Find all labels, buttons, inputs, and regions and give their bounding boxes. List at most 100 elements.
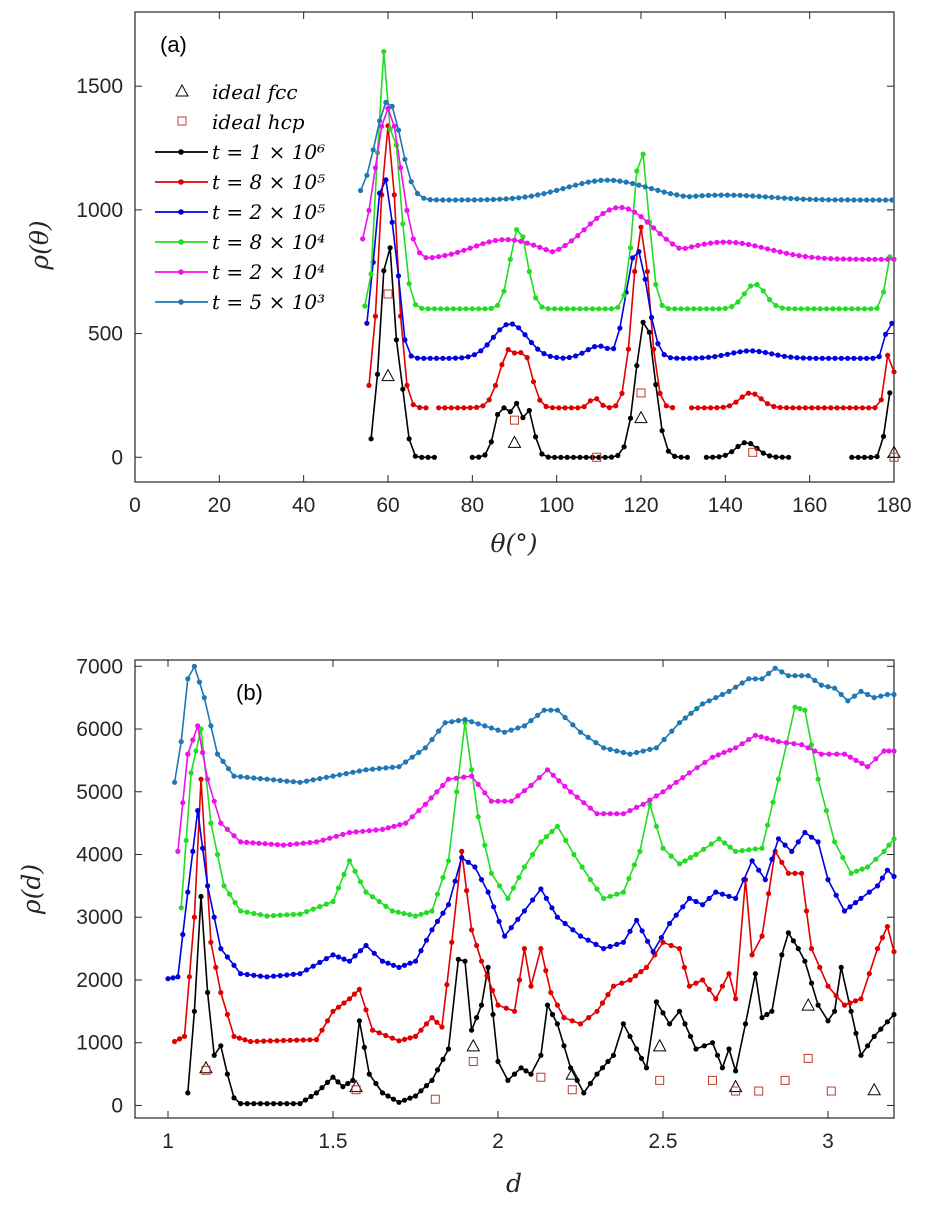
legend-entry-label: ideal fcc (212, 80, 298, 104)
series-a-2-point (642, 276, 648, 282)
series-b-5-point (884, 691, 891, 698)
series-a-4-point (606, 207, 613, 213)
series-b-2-point (290, 971, 296, 977)
series-b-4-point (422, 801, 428, 807)
series-a-1-point (581, 404, 587, 410)
series-a-1-point (802, 405, 809, 411)
series-a-4-point (771, 247, 777, 253)
series-b-2-point (879, 875, 886, 881)
series-b-0-point (549, 1011, 556, 1018)
series-b-5-point (766, 670, 772, 677)
series-b-3-point (764, 822, 771, 828)
series-b-5-point (370, 766, 376, 772)
series-b-1-point (610, 983, 617, 989)
series-b-3-point (727, 844, 733, 850)
series-b-5-point (383, 765, 389, 771)
series-a-1-point (568, 405, 575, 411)
series-a-2-point (364, 320, 370, 326)
ideal-fcc-marker (652, 1038, 667, 1052)
series-b-2-point (530, 897, 536, 903)
series-b-3-point (746, 847, 752, 853)
series-a-3-point (811, 306, 817, 312)
series-a-2-point (743, 348, 750, 354)
series-a-0-point (634, 363, 640, 369)
series-b-3-point (335, 885, 342, 891)
series-a-0-point (874, 453, 880, 460)
series-a-0-point (887, 390, 893, 396)
series-a-4-point (575, 233, 581, 239)
series-b-0-point (350, 1077, 356, 1083)
series-b-5-point (201, 695, 207, 701)
series-a-4-point (733, 240, 739, 246)
series-a-1-point (518, 350, 524, 356)
series-a-4-point (423, 255, 429, 261)
series-b-3-point (407, 912, 413, 918)
series-b-2-point (802, 829, 808, 836)
series-b-5-point (172, 779, 178, 785)
series-b-3-point (554, 823, 561, 829)
series-b-1-point (478, 958, 485, 964)
series-b-3-point (290, 911, 296, 918)
series-a-4-point (499, 237, 505, 243)
series-b-4-point (200, 749, 206, 756)
series-b-3-point (854, 868, 860, 874)
series-b-4-point (601, 811, 607, 817)
series-a-4-point (486, 239, 492, 245)
series-a-4-point (670, 241, 676, 247)
series-b-1-point (825, 983, 831, 989)
series-b-1-point (191, 914, 197, 920)
series-b-5-point (752, 676, 759, 682)
series-a-4-point (410, 236, 416, 242)
series-b-1-point (429, 1015, 435, 1021)
series-b-2-point (257, 973, 263, 979)
series-a-4-point (745, 241, 752, 248)
series-a-4-point (581, 227, 587, 233)
series-b-1-point (267, 1038, 273, 1044)
series-a-2-point (693, 355, 699, 361)
series-b-5-point (700, 701, 706, 707)
series-a-0-point (469, 454, 475, 460)
series-a-0-point (640, 319, 646, 325)
series-b-0-point (319, 1085, 325, 1091)
series-b-5-point (225, 766, 232, 772)
series-b-2-point (231, 962, 237, 968)
series-a-5-point (554, 187, 560, 193)
series-a-1-point (885, 352, 891, 358)
series-a-0-point (412, 453, 418, 459)
series-b-0-point (264, 1101, 270, 1107)
series-b-1-point (561, 1015, 567, 1021)
series-a-5-point (876, 197, 882, 203)
series-a-4-point (720, 239, 726, 245)
series-a-2-point (883, 331, 889, 337)
series-b-5-point (779, 669, 785, 675)
series-b-2-point (693, 898, 699, 905)
series-b-4-point (865, 764, 871, 770)
series-a-5-point (611, 177, 617, 183)
series-a-4-point (708, 240, 714, 246)
series-a-4-point (828, 256, 834, 262)
series-b-3-point (214, 851, 221, 858)
series-b-3-point (538, 839, 544, 845)
x-tick-label: 0 (129, 494, 141, 517)
series-a-2-point (813, 355, 819, 361)
series-b-5-point (185, 676, 191, 682)
series-b-2-point (363, 942, 369, 949)
series-b-0-point (605, 1058, 611, 1065)
series-a-5-point (851, 197, 857, 203)
series-b-2-point (607, 943, 613, 950)
series-b-2-point (502, 933, 508, 939)
series-a-5-point (459, 197, 465, 203)
series-b-0-point (594, 1071, 600, 1077)
series-b-1-point (803, 908, 810, 914)
series-a-5-point (516, 195, 522, 201)
series-b-0-point (335, 1079, 341, 1085)
series-b-1-point (554, 1002, 561, 1008)
series-a-0-point (570, 454, 577, 460)
series-a-0-point (716, 454, 722, 460)
series-b-1-point (439, 1024, 445, 1030)
series-b-0-point (667, 1021, 673, 1027)
panel-a: (a) 0 20 40 60 80 100 120 140 160 180 0 500 1000 1500… (25, 11, 912, 558)
series-a-5-point (433, 197, 440, 203)
series-a-3-point (672, 306, 678, 312)
series-a-2-point (661, 352, 667, 358)
